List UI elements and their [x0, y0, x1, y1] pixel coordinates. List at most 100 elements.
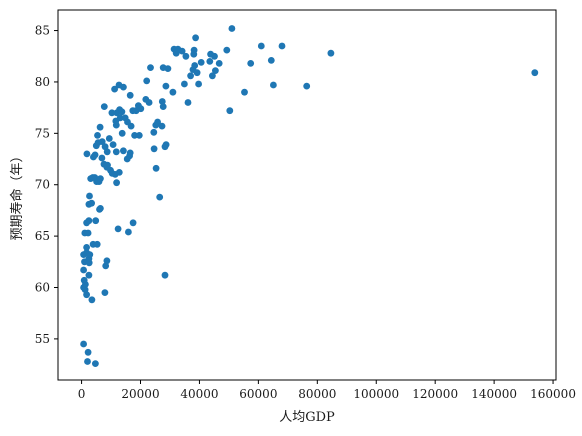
data-point: [150, 145, 158, 153]
data-point: [86, 251, 94, 258]
data-point: [85, 271, 93, 279]
data-point: [114, 225, 122, 233]
data-point: [109, 141, 117, 149]
data-point: [158, 98, 166, 105]
data-point: [126, 149, 134, 157]
data-point: [241, 88, 248, 96]
data-point: [129, 219, 137, 227]
data-point: [92, 217, 100, 225]
y-tick-label: 75: [35, 126, 50, 140]
data-point: [88, 199, 95, 207]
data-point: [158, 122, 166, 130]
data-point: [135, 132, 143, 139]
data-point: [159, 64, 167, 71]
y-tick-label: 55: [35, 332, 50, 346]
data-point: [190, 46, 198, 54]
x-tick-label: 60000: [239, 387, 277, 401]
data-point: [116, 114, 124, 122]
data-point: [192, 34, 200, 42]
data-point: [162, 82, 170, 90]
data-point: [154, 118, 162, 126]
data-point: [86, 192, 93, 200]
data-point: [102, 262, 110, 270]
data-point: [137, 105, 145, 113]
data-point: [113, 179, 120, 187]
x-tick-label: 40000: [180, 387, 218, 401]
data-point: [89, 174, 97, 181]
data-point: [84, 229, 92, 237]
data-point: [80, 276, 88, 284]
data-point: [278, 42, 286, 50]
data-point: [124, 118, 131, 126]
data-point: [187, 72, 195, 80]
x-tick-label: 120000: [412, 387, 458, 401]
x-tick-label: 0: [78, 387, 86, 401]
data-point: [120, 83, 127, 91]
data-point: [100, 103, 108, 110]
data-point: [211, 52, 218, 60]
data-point: [88, 296, 96, 304]
data-point: [105, 135, 113, 142]
data-point: [101, 289, 109, 296]
data-point: [156, 193, 164, 201]
data-point: [118, 108, 126, 116]
x-tick-label: 20000: [121, 387, 159, 401]
data-point: [84, 348, 92, 356]
data-point: [150, 128, 158, 136]
y-axis-title: 预期寿命（年）: [9, 149, 25, 240]
data-point: [193, 69, 201, 77]
data-point: [206, 58, 214, 65]
data-point: [111, 85, 118, 93]
data-point: [143, 77, 151, 85]
data-point: [228, 25, 236, 32]
data-point: [93, 240, 101, 248]
data-point: [159, 103, 167, 110]
data-point: [97, 205, 104, 212]
data-point: [97, 175, 104, 183]
data-point: [215, 60, 223, 67]
data-point: [98, 154, 106, 162]
data-point: [92, 360, 99, 367]
data-point: [145, 99, 153, 106]
data-point: [181, 80, 188, 88]
data-point: [531, 69, 539, 77]
data-point: [108, 109, 116, 117]
y-tick-label: 65: [35, 229, 50, 243]
data-point: [184, 99, 192, 106]
data-point: [169, 88, 177, 96]
data-point: [115, 169, 123, 176]
y-axis: 55 60 65 70 75 80 85: [35, 24, 58, 346]
data-point: [226, 107, 234, 115]
data-point: [126, 91, 134, 99]
data-point: [247, 60, 255, 67]
y-tick-label: 60: [35, 281, 50, 295]
data-point: [197, 59, 205, 66]
x-axis: 0 20000 40000 60000 80000 100000 120000 140000 1…: [78, 380, 576, 401]
data-point: [83, 150, 91, 158]
y-tick-label: 85: [35, 24, 50, 38]
data-point: [131, 132, 139, 139]
data-point: [118, 129, 126, 137]
data-point: [124, 228, 132, 236]
data-point: [178, 47, 186, 55]
data-point: [83, 291, 90, 299]
x-tick-label: 140000: [471, 387, 517, 401]
plot-frame: [57, 9, 557, 381]
data-point: [212, 67, 219, 74]
data-point: [195, 80, 203, 88]
y-tick-label: 80: [35, 75, 50, 89]
data-point: [147, 64, 154, 71]
data-point: [270, 81, 277, 89]
data-point: [80, 340, 87, 348]
data-point: [327, 49, 335, 57]
data-point: [161, 271, 169, 279]
data-point: [94, 132, 101, 139]
data-point: [152, 164, 160, 172]
points-layer: [80, 25, 539, 367]
data-point: [104, 161, 111, 169]
data-point: [209, 72, 216, 80]
data-point: [112, 148, 120, 156]
data-point: [162, 141, 170, 149]
x-tick-label: 80000: [298, 387, 336, 401]
